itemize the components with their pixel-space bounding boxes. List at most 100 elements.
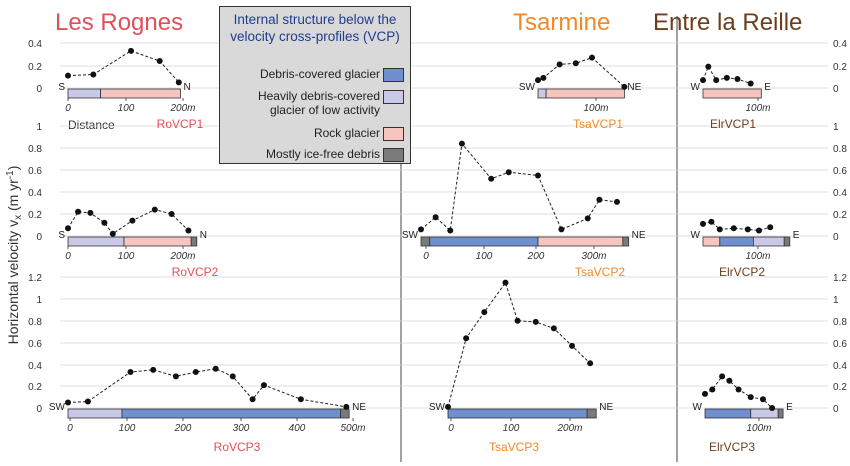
velocity-point bbox=[747, 80, 754, 87]
velocity-point bbox=[532, 318, 539, 325]
end-direction-label: N bbox=[184, 82, 191, 93]
y-tick-label-left: 0 bbox=[36, 84, 42, 95]
y-tick-label-right: 0.4 bbox=[833, 39, 847, 50]
site-title-les-rognes: Les Rognes bbox=[55, 9, 183, 36]
velocity-point bbox=[700, 77, 706, 84]
velocity-point bbox=[705, 63, 712, 70]
velocity-point bbox=[502, 279, 509, 286]
end-direction-label: E bbox=[793, 230, 800, 241]
end-direction-label: E bbox=[786, 402, 793, 413]
velocity-point bbox=[723, 74, 730, 81]
velocity-point bbox=[65, 72, 71, 79]
profile-elrvcp1: 100m W E ElrVCP1 bbox=[691, 63, 771, 131]
structure-segment bbox=[67, 408, 123, 419]
structure-segment bbox=[777, 408, 784, 419]
velocity-point bbox=[297, 396, 304, 403]
velocity-point bbox=[156, 58, 163, 64]
velocity-point bbox=[432, 214, 439, 221]
velocity-point bbox=[260, 382, 267, 389]
velocity-point bbox=[716, 226, 723, 233]
end-direction-label: N bbox=[200, 230, 207, 241]
end-direction-label: NE bbox=[599, 402, 613, 413]
velocity-point bbox=[175, 79, 182, 86]
velocity-point bbox=[90, 71, 97, 78]
x-tick-label: 0 bbox=[448, 423, 454, 434]
velocity-point bbox=[756, 227, 762, 234]
start-direction-label: SW bbox=[429, 402, 446, 413]
legend-label-low-activity-glacier: Heavily debris-covered glacier of low ac… bbox=[257, 89, 380, 117]
start-direction-label: SW bbox=[519, 82, 536, 93]
x-tick-label: 100 bbox=[118, 251, 135, 262]
x-tick-label: 200m bbox=[169, 103, 195, 114]
y-tick-label-left: 0.6 bbox=[28, 166, 42, 177]
x-tick-label: 200 bbox=[174, 423, 192, 434]
y-tick-label-right: 0 bbox=[833, 404, 839, 415]
x-tick-label: 300m bbox=[581, 251, 606, 262]
velocity-point bbox=[185, 227, 192, 234]
velocity-point bbox=[481, 309, 488, 316]
x-tick-label: 100m bbox=[745, 251, 770, 262]
y-tick-label-left: 0.8 bbox=[28, 144, 42, 155]
structure-segment bbox=[447, 408, 588, 419]
velocity-point bbox=[87, 209, 94, 216]
start-direction-label: S bbox=[58, 230, 65, 241]
velocity-point bbox=[596, 196, 603, 203]
velocity-point bbox=[535, 77, 541, 84]
y-tick-label-right: 0.8 bbox=[833, 317, 847, 328]
velocity-point bbox=[445, 403, 451, 410]
x-tick-label: 100 bbox=[119, 423, 136, 434]
y-tick-label-left: 0.8 bbox=[28, 317, 42, 328]
y-tick-label-right: 0.8 bbox=[833, 144, 847, 155]
velocity-point bbox=[702, 390, 708, 397]
end-direction-label: NE bbox=[352, 402, 366, 413]
velocity-point bbox=[151, 206, 158, 213]
y-tick-label-right: 1 bbox=[833, 122, 839, 133]
y-tick-label-left: 0.2 bbox=[28, 382, 42, 393]
velocity-point bbox=[767, 224, 774, 231]
profile-tsavcp3: 0 100 200m SW NE TsaVCP3 bbox=[429, 279, 613, 454]
x-tick-label: 100 bbox=[118, 103, 135, 114]
profile-label: TsaVCP3 bbox=[489, 440, 539, 454]
y-tick-label-left: 0.4 bbox=[28, 39, 42, 50]
velocity-point bbox=[556, 61, 563, 68]
profile-tsavcp2: 0 100 200 300m SW NE TsaVCP2 bbox=[402, 140, 646, 279]
profile-rovcp1: 0 100 200m S N RoVCP1 bbox=[58, 47, 204, 131]
legend-swatch-debris-covered-glacier bbox=[383, 68, 404, 82]
profile-rovcp2: 0 100 200m S N RoVCP2 bbox=[58, 206, 219, 279]
velocity-point bbox=[150, 366, 157, 373]
y-tick-label-left: 1.2 bbox=[28, 273, 42, 284]
velocity-point bbox=[129, 217, 136, 224]
structure-segment bbox=[340, 408, 350, 419]
legend-label-debris-covered-glacier: Debris-covered glacier bbox=[259, 67, 380, 81]
y-tick-label-right: 0.2 bbox=[833, 62, 847, 73]
y-tick-label-right: 0.2 bbox=[833, 382, 847, 393]
profile-label: ElrVCP2 bbox=[719, 265, 765, 279]
y-tick-label-left: 0.6 bbox=[28, 339, 42, 350]
velocity-point bbox=[127, 369, 134, 376]
legend-swatch-rock-glacier bbox=[383, 127, 404, 141]
profile-label: ElrVCP3 bbox=[709, 440, 755, 454]
velocity-point bbox=[747, 394, 754, 401]
structure-segment bbox=[420, 236, 431, 247]
velocity-point bbox=[734, 76, 741, 82]
velocity-curve bbox=[67, 368, 347, 408]
velocity-curve bbox=[67, 50, 180, 83]
y-tick-label-right: 0 bbox=[833, 84, 839, 95]
velocity-point bbox=[613, 198, 620, 205]
legend-title: Internal structure below the velocity cr… bbox=[230, 12, 400, 44]
velocity-point bbox=[730, 225, 737, 232]
structure-segment bbox=[121, 408, 342, 419]
y-tick-label-right: 0 bbox=[833, 232, 839, 243]
x-tick-label: 0 bbox=[65, 103, 71, 114]
structure-segment bbox=[429, 236, 539, 247]
legend-swatch-low-activity-glacier bbox=[383, 90, 404, 104]
velocity-curve bbox=[537, 57, 625, 88]
y-axis-label: Horizontal velocity vx (m yr-1) bbox=[5, 166, 24, 345]
x-tick-label: 200 bbox=[527, 251, 545, 262]
x-tick-label: 400 bbox=[289, 423, 306, 434]
profile-label: ElrVCP1 bbox=[710, 117, 756, 131]
site-title-tsarmine: Tsarmine bbox=[513, 9, 610, 36]
x-tick-label: 100m bbox=[745, 103, 770, 114]
velocity-point bbox=[572, 60, 579, 67]
y-tick-label-left: 1 bbox=[36, 295, 42, 306]
